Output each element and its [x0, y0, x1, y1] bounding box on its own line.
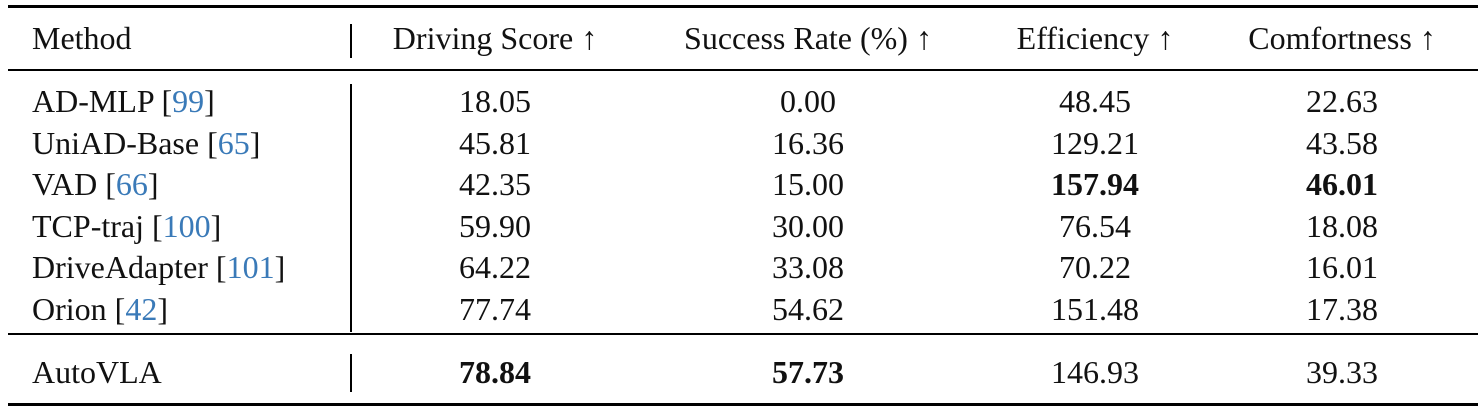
value-cell: 77.74 [459, 290, 531, 327]
value-cell: 45.81 [459, 124, 531, 161]
value-cell: 78.84 [459, 354, 531, 390]
method-cell: TCP-traj [100] [32, 210, 221, 242]
header-cell: Efficiency ↑ [1016, 20, 1174, 56]
value-cell: 54.62 [772, 290, 844, 327]
method-text: TCP-traj [ [32, 207, 163, 244]
method-text: UniAD-Base [ [32, 124, 218, 161]
value-cell: 22.63 [1306, 83, 1378, 119]
header-cell: Method [32, 20, 132, 56]
header-cell: Success Rate (%) ↑ [684, 20, 932, 56]
value-cell: 46.01 [1306, 166, 1378, 202]
method-text: VAD [ [32, 166, 116, 202]
value-cell: 57.73 [772, 354, 844, 390]
header-rule [8, 69, 1478, 71]
column-divider [350, 354, 352, 392]
method-text: ] [274, 249, 286, 285]
value-cell: 18.05 [459, 83, 531, 119]
value-cell: 42.35 [459, 166, 531, 202]
value-cell: 64.22 [459, 249, 531, 285]
value-cell: 151.48 [1051, 290, 1139, 327]
method-cell: VAD [66] [32, 168, 159, 200]
header-cell: Comfortness ↑ [1248, 20, 1436, 56]
method-text: ] [204, 83, 215, 119]
value-cell: 39.33 [1306, 354, 1378, 390]
value-cell: 17.38 [1306, 290, 1378, 327]
citation: 100 [162, 207, 211, 244]
header-cell: Driving Score ↑ [392, 20, 598, 56]
citation: 42 [125, 290, 158, 327]
value-cell: 48.45 [1059, 83, 1131, 119]
method-text: ] [157, 290, 168, 327]
method-text: DriveAdapter [ [32, 249, 227, 285]
method-text: Orion [ [32, 290, 126, 327]
top-rule [8, 5, 1478, 8]
value-cell: 146.93 [1051, 354, 1139, 390]
column-divider [350, 24, 352, 58]
column-divider [350, 84, 352, 332]
value-cell: 18.08 [1306, 207, 1378, 244]
value-cell: 70.22 [1059, 249, 1131, 285]
method-text: AD-MLP [ [32, 83, 173, 119]
value-cell: 157.94 [1051, 166, 1139, 202]
method-text: AutoVLA [32, 354, 162, 390]
method-cell: UniAD-Base [65] [32, 127, 260, 159]
method-cell: DriveAdapter [101] [32, 251, 285, 283]
method-cell: Orion [42] [32, 293, 168, 325]
bottom-rule [8, 403, 1478, 406]
method-text: ] [249, 124, 261, 161]
method-cell: AD-MLP [99] [32, 85, 215, 117]
citation: 66 [115, 166, 148, 202]
value-cell: 16.01 [1306, 249, 1378, 285]
value-cell: 76.54 [1059, 207, 1131, 244]
citation: 101 [226, 249, 275, 285]
value-cell: 59.90 [459, 207, 531, 244]
value-cell: 43.58 [1306, 124, 1378, 161]
method-cell: AutoVLA [32, 356, 162, 388]
citation: 65 [217, 124, 250, 161]
value-cell: 15.00 [772, 166, 844, 202]
citation: 99 [172, 83, 205, 119]
value-cell: 16.36 [772, 124, 844, 161]
mid-rule [8, 333, 1478, 335]
value-cell: 33.08 [772, 249, 844, 285]
value-cell: 30.00 [772, 207, 844, 244]
method-text: ] [210, 207, 222, 244]
value-cell: 0.00 [780, 83, 836, 119]
value-cell: 129.21 [1051, 124, 1139, 161]
method-text: ] [147, 166, 159, 202]
